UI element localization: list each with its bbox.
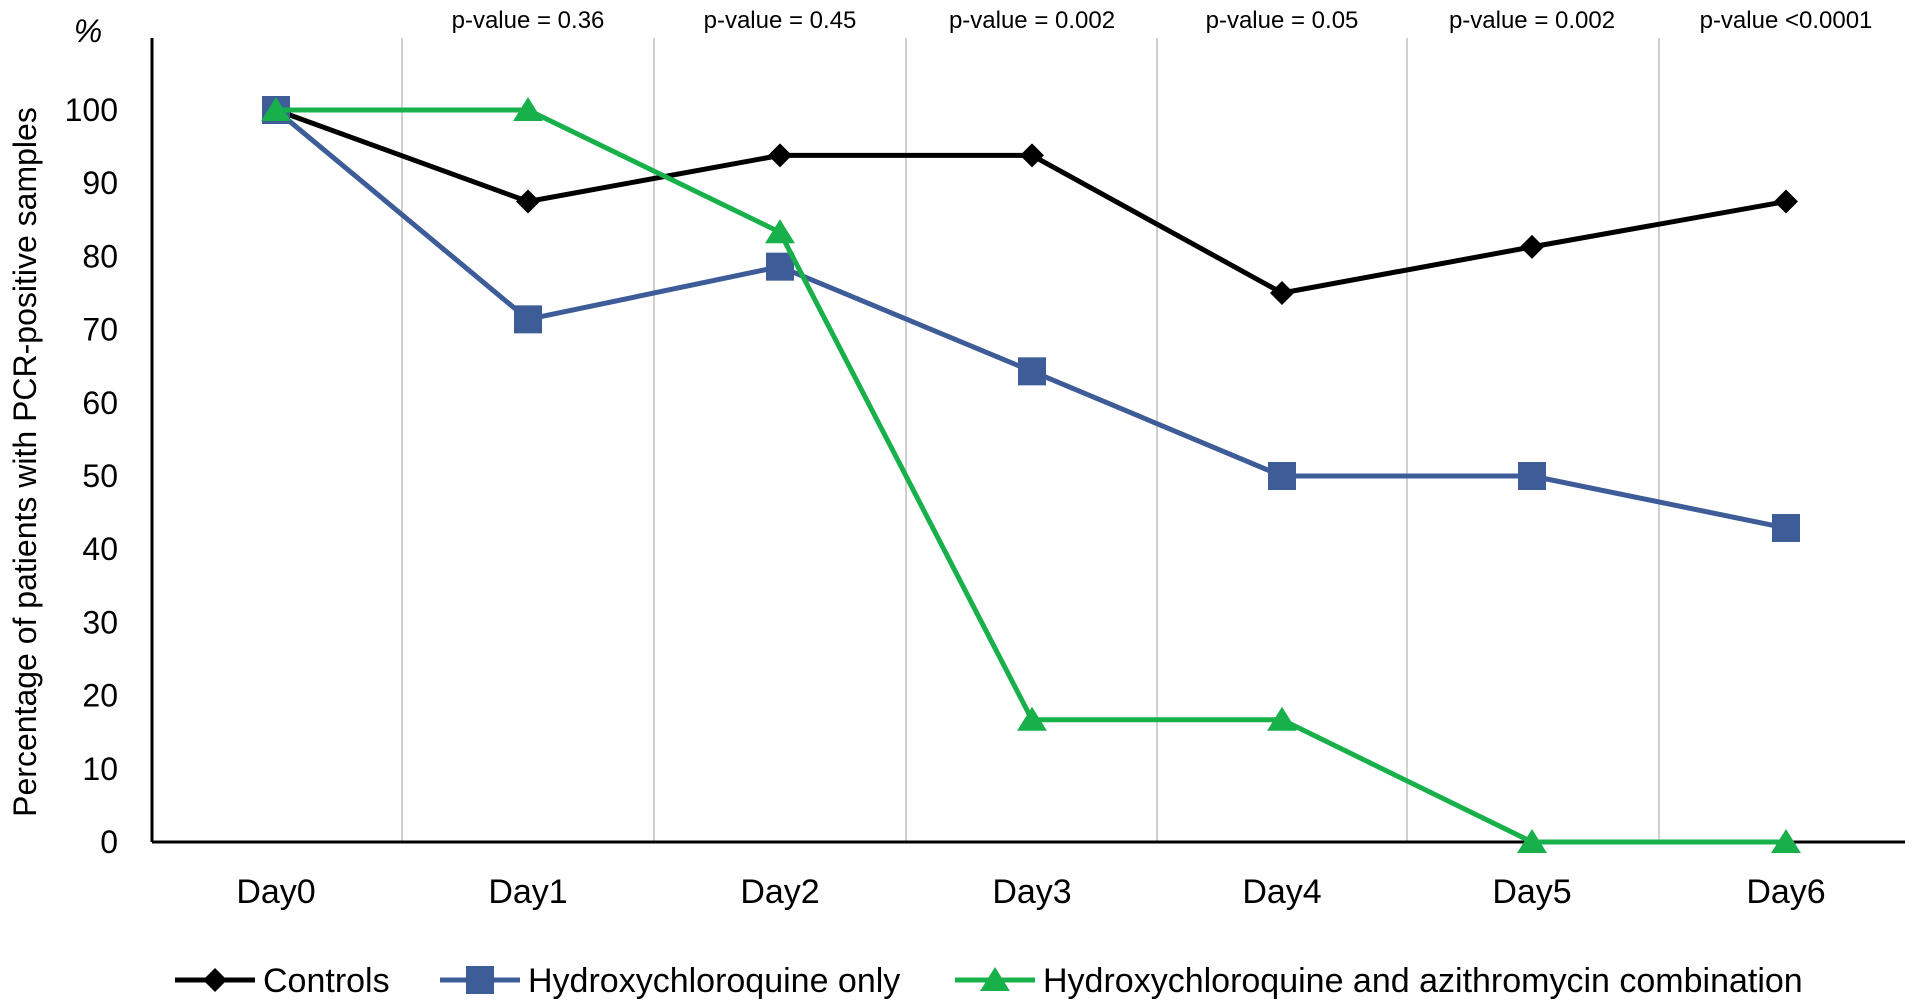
- data-point-triangle: [261, 97, 291, 122]
- y-tick-labels: 0 10 20 30 40 50 60 70 80 90 100: [65, 92, 118, 860]
- series-controls: [264, 98, 1798, 305]
- x-tick-labels: Day0 Day1 Day2 Day3 Day4 Day5 Day6: [236, 873, 1825, 911]
- data-point-square: [1772, 513, 1800, 542]
- data-point-square: [514, 305, 542, 334]
- data-point-square: [1018, 357, 1046, 386]
- series-line: [275, 107, 1787, 296]
- x-tick-label: Day1: [488, 873, 567, 911]
- legend-item: Hydroxychloroquine only: [440, 962, 900, 1000]
- data-point-diamond: [768, 143, 792, 168]
- y-tick-label: 90: [82, 165, 118, 201]
- y-axis-label: Percentage of patients with PCR-positive…: [7, 107, 43, 817]
- p-value-label: p-value <0.0001: [1700, 7, 1873, 34]
- data-point-diamond: [203, 968, 227, 992]
- y-tick-label: 30: [82, 604, 118, 640]
- y-tick-label: 0: [100, 824, 118, 860]
- series-hydroxychloroquine-and-azithromycin-combination: [261, 97, 1801, 854]
- p-value-labels: p-value = 0.36 p-value = 0.45 p-value = 0.…: [452, 7, 1873, 34]
- x-tick-label: Day6: [1746, 873, 1825, 911]
- data-point-diamond: [1520, 234, 1544, 259]
- y-tick-label: 70: [82, 312, 118, 348]
- data-point-triangle: [1771, 829, 1801, 854]
- data-point-square: [466, 966, 494, 994]
- y-tick-label: 20: [82, 678, 118, 714]
- p-value-label: p-value = 0.36: [452, 7, 605, 34]
- y-tick-label: 60: [82, 385, 118, 421]
- y-tick-label: 80: [82, 238, 118, 274]
- legend: Controls Hydroxychloroquine only Hydroxych…: [175, 962, 1803, 1000]
- y-tick-label: 50: [82, 458, 118, 494]
- data-point-triangle: [513, 97, 543, 122]
- legend-item: Hydroxychloroquine and azithromycin comb…: [955, 962, 1803, 1000]
- data-point-diamond: [1270, 281, 1294, 305]
- data-point-triangle: [1017, 706, 1047, 731]
- y-unit-label: %: [74, 13, 102, 49]
- series-line: [276, 107, 1786, 845]
- series: [261, 96, 1801, 854]
- p-value-label: p-value = 0.002: [949, 7, 1115, 34]
- legend-label: Hydroxychloroquine only: [528, 962, 900, 1000]
- data-point-square: [766, 252, 794, 281]
- data-point-triangle: [1267, 706, 1297, 731]
- y-tick-label: 10: [82, 751, 118, 787]
- legend-item: Controls: [175, 962, 390, 1000]
- data-point-triangle: [765, 219, 795, 244]
- legend-label: Controls: [263, 962, 390, 1000]
- x-tick-label: Day2: [740, 873, 819, 911]
- data-point-square: [1268, 462, 1296, 490]
- data-point-square: [1518, 462, 1546, 490]
- data-point-triangle: [980, 967, 1010, 992]
- p-value-label: p-value = 0.05: [1206, 7, 1359, 34]
- series-line: [274, 108, 1787, 531]
- x-tick-label: Day4: [1242, 873, 1321, 911]
- p-value-label: p-value = 0.002: [1449, 7, 1615, 34]
- x-tick-label: Day5: [1492, 873, 1571, 911]
- data-point-diamond: [1020, 143, 1044, 168]
- data-point-triangle: [1517, 829, 1547, 854]
- data-point-diamond: [516, 189, 540, 214]
- data-point-diamond: [1774, 189, 1798, 214]
- y-tick-label: 40: [82, 531, 118, 567]
- p-value-label: p-value = 0.45: [704, 7, 857, 34]
- x-tick-label: Day3: [992, 873, 1071, 911]
- y-tick-label: 100: [65, 92, 118, 128]
- legend-label: Hydroxychloroquine and azithromycin comb…: [1043, 962, 1803, 1000]
- x-tick-label: Day0: [236, 873, 315, 911]
